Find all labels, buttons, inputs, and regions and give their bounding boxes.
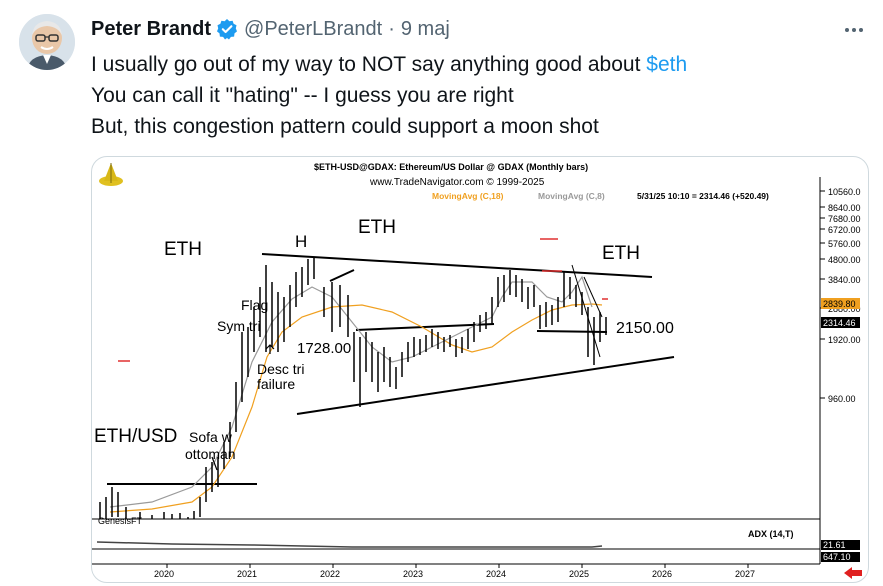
year-label: 2022: [320, 569, 340, 579]
tweet-line-2: You can call it "hating" -- I guess you …: [91, 84, 514, 107]
author-handle[interactable]: @PeterLBrandt: [244, 17, 383, 40]
ma1-legend: MovingAvg (C,18): [432, 191, 504, 201]
annotation-ottoman: ottoman: [185, 446, 236, 462]
price-label: 6720.00: [828, 225, 861, 235]
price-label: 10560.0: [828, 187, 861, 197]
annotation-eth-left: ETH: [164, 239, 202, 260]
more-options-icon[interactable]: [841, 18, 867, 42]
adx-label: ADX (14,T): [748, 529, 794, 539]
price-label: 960.00: [828, 394, 856, 404]
price-badge-last-text: 2314.46: [823, 318, 856, 328]
annotation-eth-right: ETH: [602, 243, 640, 264]
price-label: 8640.00: [828, 203, 861, 213]
author-name[interactable]: Peter Brandt: [91, 17, 212, 40]
annotation-1728: 1728.00: [297, 340, 351, 357]
ma2-legend: MovingAvg (C,8): [538, 191, 605, 201]
ma18-line: [109, 303, 603, 513]
price-label: 7680.00: [828, 214, 861, 224]
annotation-h: H: [295, 232, 307, 251]
adx-value-2: 647.10: [823, 552, 851, 562]
adx-value-1: 21.61: [823, 540, 846, 550]
annotation-sofa: Sofa w: [189, 429, 233, 445]
tweet-header: Peter Brandt @PeterLBrandt · 9 maj: [91, 16, 450, 42]
year-label: 2025: [569, 569, 589, 579]
annotation-2150: 2150.00: [616, 320, 674, 337]
price-axis: 10560.0 8640.00 7680.00 6720.00 5760.00 …: [820, 187, 861, 404]
year-label: 2026: [652, 569, 672, 579]
verified-badge-icon: [217, 19, 238, 40]
year-label: 2021: [237, 569, 257, 579]
tweet-date[interactable]: 9 maj: [400, 17, 450, 40]
avatar[interactable]: [19, 14, 75, 70]
annotation-desc-tri: Desc tri: [257, 361, 304, 377]
adx-badge-1: [821, 540, 860, 550]
separator-dot: ·: [388, 17, 395, 40]
tweet-line-3: But, this congestion pattern could suppo…: [91, 115, 599, 138]
adx-line: [96, 541, 603, 548]
tweet-line-1: I usually go out of my way to NOT say an…: [91, 49, 687, 80]
year-label: 2023: [403, 569, 423, 579]
ma8-line: [109, 275, 593, 508]
chart-header-site: www.TradeNavigator.com © 1999-2025: [369, 177, 545, 188]
arrow-left-icon: [844, 567, 862, 579]
chart-header-title: $ETH-USD@GDAX: Ethereum/US Dollar @ GDAX…: [314, 162, 588, 172]
price-label: 5760.00: [828, 239, 861, 249]
annotation-genesis: GenesisFT: [98, 516, 143, 526]
annotation-flag: Flag: [241, 297, 268, 313]
price-label: 3840.00: [828, 275, 861, 285]
cashtag-link[interactable]: $eth: [646, 53, 688, 76]
annotation-eth-mid: ETH: [358, 217, 396, 238]
year-label: 2020: [154, 569, 174, 579]
annotation-sym-tri: Sym tri: [217, 318, 261, 334]
trade-navigator-logo: [99, 163, 123, 186]
price-bars: [99, 257, 607, 519]
adx-badge-2: [821, 552, 860, 562]
price-badge-ma: [821, 298, 860, 309]
price-label: 4800.00: [828, 255, 861, 265]
tweet-text: I usually go out of my way to NOT say an…: [91, 49, 687, 142]
year-label: 2024: [486, 569, 506, 579]
price-label: 1920.00: [828, 335, 861, 345]
year-axis: 2020 2021 2022 2023 2024 2025 2026 2027: [92, 563, 820, 579]
annotation-failure: failure: [257, 376, 295, 392]
price-badge-last: [821, 317, 860, 328]
price-info: 5/31/25 10:10 = 2314.46 (+520.49): [637, 191, 769, 201]
price-badge-ma-text: 2839.80: [823, 299, 856, 309]
year-label: 2027: [735, 569, 755, 579]
chart-image[interactable]: $ETH-USD@GDAX: Ethereum/US Dollar @ GDAX…: [91, 156, 869, 583]
tweet-line-1-text: I usually go out of my way to NOT say an…: [91, 53, 647, 76]
annotation-ethusd: ETH/USD: [94, 426, 177, 447]
